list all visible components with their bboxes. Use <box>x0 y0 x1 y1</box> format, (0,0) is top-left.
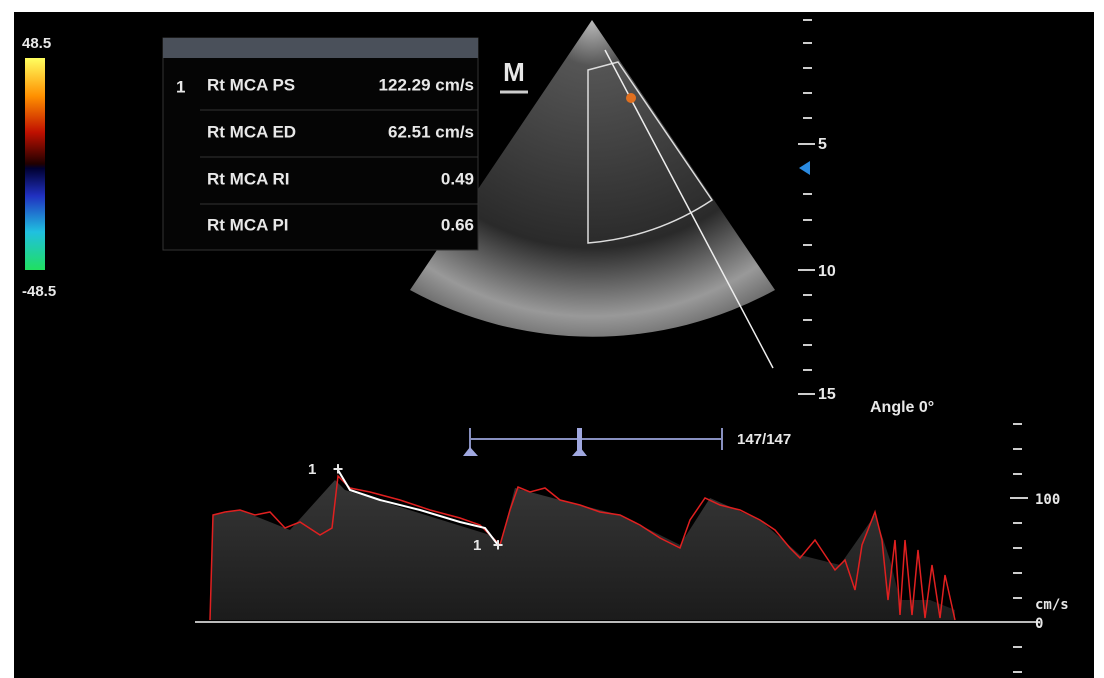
logo: M <box>503 57 525 87</box>
color-min: -48.5 <box>22 283 56 300</box>
velocity-unit: cm/s <box>1035 597 1069 613</box>
caliper-label: 1 <box>473 537 481 554</box>
panel-header <box>163 38 478 58</box>
measure-label: Rt MCA RI <box>207 169 289 188</box>
sample-gate <box>626 93 636 103</box>
measure-label: Rt MCA PS <box>207 75 295 94</box>
measure-label: Rt MCA ED <box>207 122 296 141</box>
caliper-label: 1 <box>308 461 316 478</box>
caliper-cross: + <box>333 459 344 479</box>
measure-label: Rt MCA PI <box>207 215 289 234</box>
caliper-cross: + <box>493 535 504 555</box>
depth-label: 5 <box>818 136 827 153</box>
measure-value: 0.66 <box>441 215 474 234</box>
velocity-label: 0 <box>1035 616 1043 632</box>
color-max: 48.5 <box>22 35 51 52</box>
depth-label: 15 <box>818 386 836 403</box>
color-bar <box>25 58 45 270</box>
measure-value: 0.49 <box>441 169 474 188</box>
frame-counter: 147/147 <box>737 431 791 448</box>
measure-value: 122.29 cm/s <box>379 75 474 94</box>
ultrasound-screen: 48.5 -48.5 1 Rt MCA PS 122.29 cm/s Rt MC… <box>0 0 1104 678</box>
page: 48.5 -48.5 1 Rt MCA PS 122.29 cm/s Rt MC… <box>0 0 1104 678</box>
velocity-label: 100 <box>1035 492 1060 508</box>
angle: Angle 0° <box>870 399 934 416</box>
depth-label: 10 <box>818 263 836 280</box>
row-index: 1 <box>176 77 185 96</box>
measure-value: 62.51 cm/s <box>388 122 474 141</box>
